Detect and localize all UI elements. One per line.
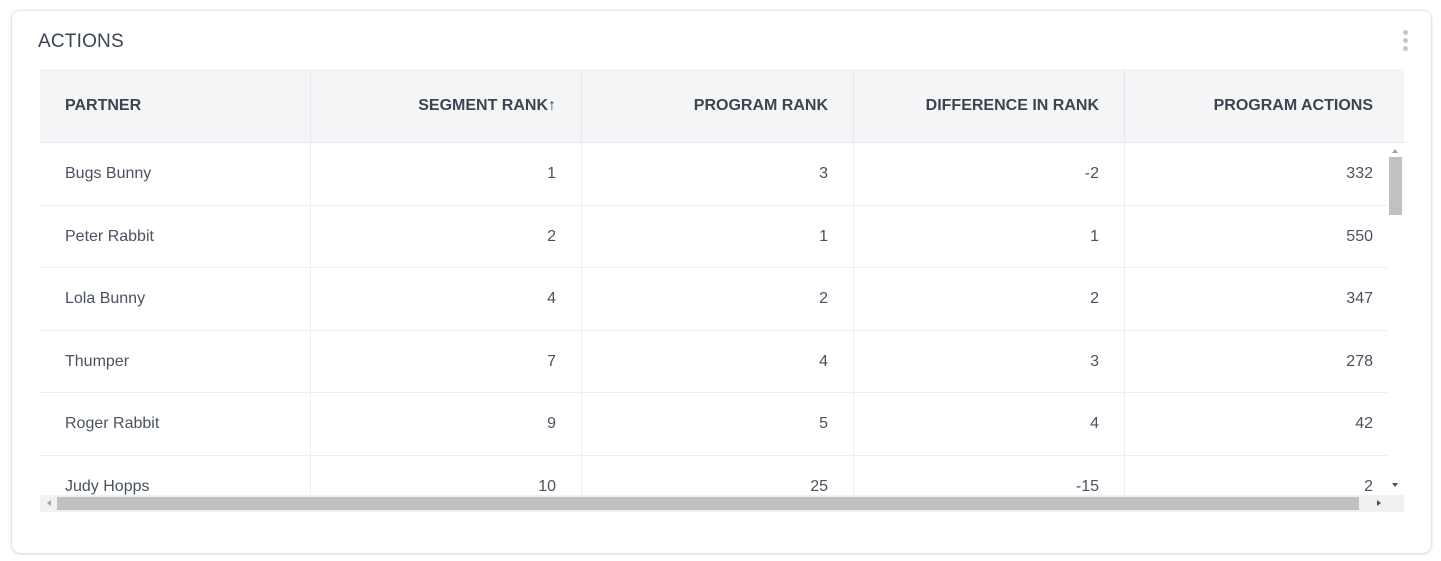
kebab-vertical-icon[interactable] [1402,29,1410,53]
column-header-program-rank[interactable]: PROGRAM RANK [582,69,854,143]
vertical-scrollbar[interactable] [1387,143,1404,495]
cell-difference-in-rank: -15 [854,455,1125,495]
scroll-left-arrow-icon[interactable] [47,500,51,506]
kebab-dot [1403,38,1408,43]
scroll-up-arrow-icon[interactable] [1392,149,1398,153]
column-header-program-actions[interactable]: PROGRAM ACTIONS [1213,97,1373,114]
cell-difference-in-rank: 2 [854,268,1125,331]
cell-difference-in-rank: 1 [854,205,1125,268]
actions-table: PARTNER SEGMENT RANK↑ PROGRAM RANK DIFFE… [40,69,1404,512]
cell-segment-rank: 2 [311,205,582,268]
horizontal-scrollbar[interactable] [40,495,1404,512]
cell-difference-in-rank: 3 [854,330,1125,393]
kebab-dot [1403,46,1408,51]
column-header-partner[interactable]: PARTNER [40,69,311,143]
table-row: Peter Rabbit 2 1 1 550 [40,205,1387,268]
cell-partner: Lola Bunny [40,268,311,331]
cell-difference-in-rank: 4 [854,393,1125,456]
column-header-segment-rank[interactable]: SEGMENT RANK↑ [311,69,582,143]
card-title: ACTIONS [38,31,124,52]
cell-segment-rank: 7 [311,330,582,393]
cell-segment-rank: 9 [311,393,582,456]
cell-program-rank: 25 [582,455,854,495]
cell-program-actions: 278 [1346,352,1373,370]
cell-segment-rank: 10 [311,455,582,495]
table-body: Bugs Bunny 1 3 -2 332 Peter Rabbit 2 1 1… [40,143,1387,495]
cell-program-actions: 2 [1364,477,1373,495]
scroll-right-arrow-icon[interactable] [1377,500,1381,506]
cell-difference-in-rank: -2 [854,143,1125,206]
kebab-dot [1403,30,1408,35]
table-row: Bugs Bunny 1 3 -2 332 [40,143,1387,206]
cell-program-rank: 5 [582,393,854,456]
cell-segment-rank: 1 [311,143,582,206]
cell-program-actions: 347 [1346,290,1373,307]
table-row: Lola Bunny 4 2 2 347 [40,268,1387,331]
horizontal-scroll-thumb[interactable] [57,497,1359,510]
cell-program-rank: 1 [582,205,854,268]
cell-program-actions: 550 [1346,227,1373,245]
actions-card: ACTIONS PARTNER SEGMENT RANK↑ PROGRAM RA… [12,11,1431,553]
table-row: Thumper 7 4 3 278 [40,330,1387,393]
cell-partner: Roger Rabbit [40,393,311,456]
cell-partner: Thumper [40,330,311,393]
table-row: Roger Rabbit 9 5 4 42 [40,393,1387,456]
cell-partner: Peter Rabbit [40,205,311,268]
cell-segment-rank: 4 [311,268,582,331]
cell-program-rank: 4 [582,330,854,393]
cell-program-rank: 2 [582,268,854,331]
cell-program-actions: 332 [1346,165,1373,182]
cell-partner: Bugs Bunny [40,143,311,206]
scroll-down-arrow-icon[interactable] [1392,483,1398,487]
table-header: PARTNER SEGMENT RANK↑ PROGRAM RANK DIFFE… [40,69,1404,143]
cell-partner: Judy Hopps [40,455,311,495]
cell-program-rank: 3 [582,143,854,206]
cell-program-actions: 42 [1355,415,1373,432]
table-row: Judy Hopps 10 25 -15 2 [40,455,1387,495]
vertical-scroll-thumb[interactable] [1389,157,1402,215]
column-header-difference-in-rank[interactable]: DIFFERENCE IN RANK [854,69,1125,143]
